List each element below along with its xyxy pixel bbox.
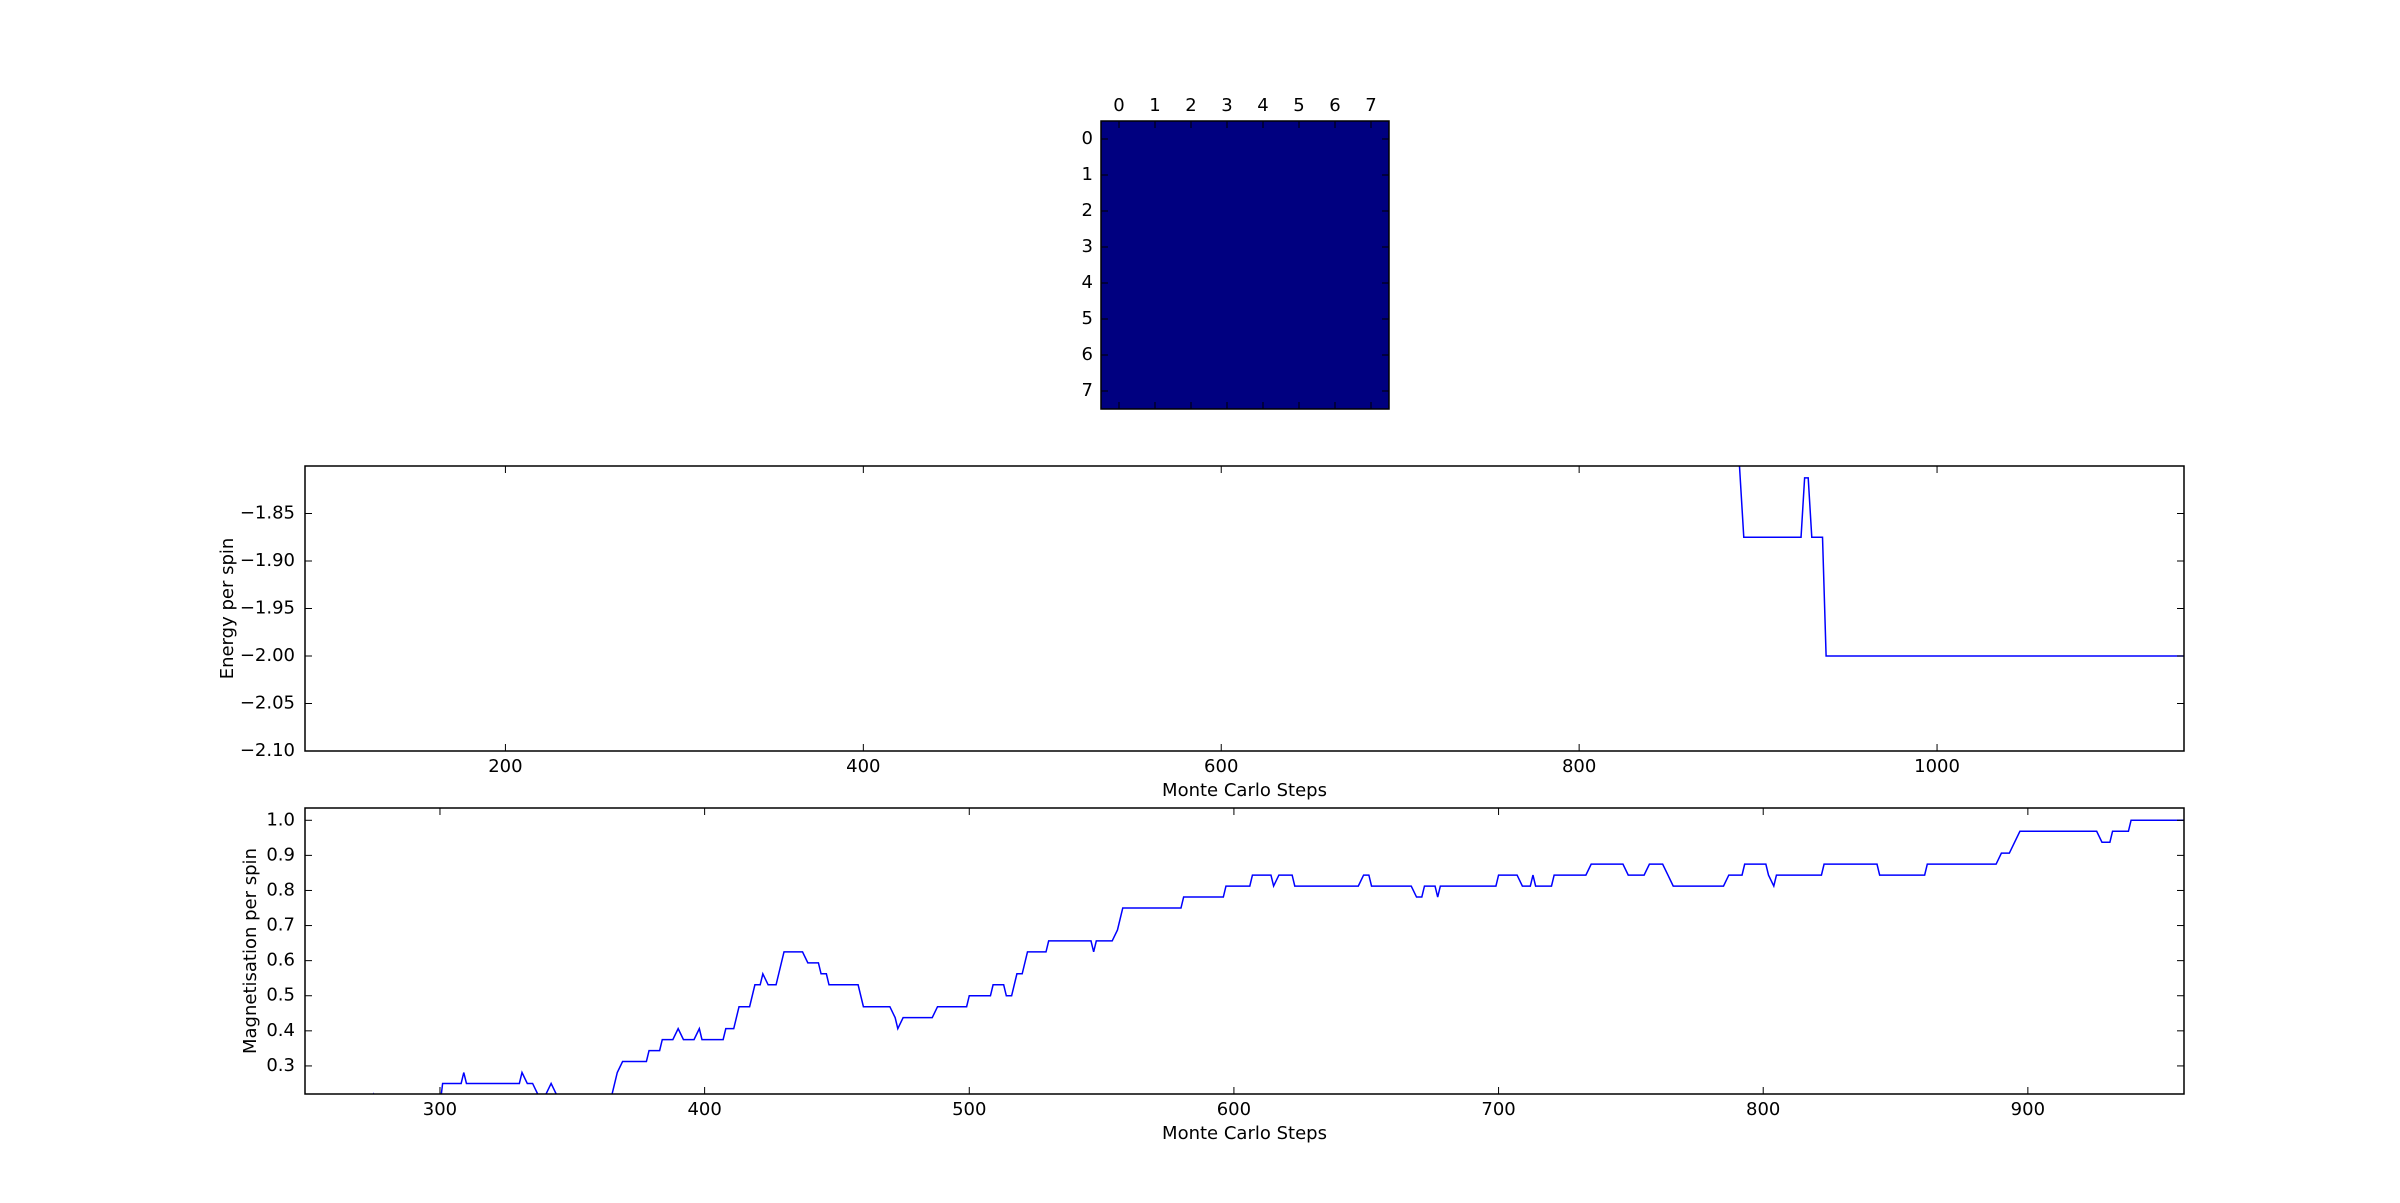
x-axis-label: Monte Carlo Steps <box>1162 780 1327 801</box>
heatmap-cell <box>1281 265 1318 302</box>
y-tick-label: 1 <box>1082 164 1093 185</box>
heatmap-cell <box>1281 337 1318 374</box>
heatmap-cell <box>1209 265 1246 302</box>
x-tick-label: 500 <box>952 1099 986 1120</box>
heatmap-cell <box>1137 337 1174 374</box>
x-tick-label: 700 <box>1481 1099 1515 1120</box>
heatmap-cell <box>1137 301 1174 338</box>
y-axis-label: Energy per spin <box>217 538 238 680</box>
heatmap-cell <box>1317 229 1354 266</box>
x-tick-label: 5 <box>1293 95 1304 116</box>
heatmap-cell <box>1173 193 1210 230</box>
y-tick-label: 0.7 <box>266 915 295 936</box>
heatmap-cell <box>1173 337 1210 374</box>
heatmap-cell <box>1281 157 1318 194</box>
x-tick-label: 2 <box>1185 95 1196 116</box>
y-axis-label: Magnetisation per spin <box>240 848 261 1054</box>
y-tick-label: 0.9 <box>266 844 295 865</box>
y-tick-label: −1.95 <box>240 598 295 619</box>
x-tick-label: 600 <box>1217 1099 1251 1120</box>
x-tick-label: 0 <box>1113 95 1124 116</box>
plot-frame <box>304 465 2185 752</box>
heatmap-cell <box>1317 193 1354 230</box>
y-tick-label: 0.8 <box>266 879 295 900</box>
y-tick-label: 4 <box>1082 272 1093 293</box>
heatmap-cell <box>1281 229 1318 266</box>
x-axis-label: Monte Carlo Steps <box>1162 1123 1327 1144</box>
y-tick-label: 0.5 <box>266 985 295 1006</box>
data-line <box>373 819 2184 1094</box>
heatmap-cell <box>1173 157 1210 194</box>
x-tick-label: 1 <box>1149 95 1160 116</box>
x-tick-label: 200 <box>488 756 522 777</box>
x-tick-label: 300 <box>423 1099 457 1120</box>
heatmap-cell <box>1245 229 1282 266</box>
y-tick-label: 5 <box>1082 308 1093 329</box>
y-tick-label: 0 <box>1082 128 1093 149</box>
y-tick-label: −2.05 <box>240 693 295 714</box>
heatmap-cell <box>1281 193 1318 230</box>
heatmap-cell <box>1245 157 1282 194</box>
y-tick-label: 0.4 <box>266 1020 295 1041</box>
x-tick-label: 900 <box>2011 1099 2045 1120</box>
y-tick-label: −2.00 <box>240 645 295 666</box>
heatmap-cell <box>1173 229 1210 266</box>
x-tick-label: 800 <box>1746 1099 1780 1120</box>
heatmap-cell <box>1317 157 1354 194</box>
heatmap-cell <box>1209 229 1246 266</box>
y-tick-label: −2.10 <box>240 740 295 761</box>
heatmap-cell <box>1281 301 1318 338</box>
y-tick-label: 6 <box>1082 344 1093 365</box>
heatmap-cell <box>1317 301 1354 338</box>
y-tick-label: 0.6 <box>266 950 295 971</box>
x-tick-label: 600 <box>1204 756 1238 777</box>
x-tick-label: 4 <box>1257 95 1268 116</box>
heatmap-cell <box>1173 301 1210 338</box>
x-tick-label: 3 <box>1221 95 1232 116</box>
y-tick-label: −1.90 <box>240 550 295 571</box>
x-tick-label: 6 <box>1329 95 1340 116</box>
x-tick-label: 7 <box>1365 95 1376 116</box>
plot-frame <box>304 807 2185 1095</box>
y-tick-label: 0.3 <box>266 1055 295 1076</box>
heatmap-cell <box>1245 265 1282 302</box>
data-line <box>1738 466 2184 657</box>
y-tick-label: −1.85 <box>240 503 295 524</box>
heatmap-cell <box>1137 229 1174 266</box>
y-tick-label: 2 <box>1082 200 1093 221</box>
y-tick-label: 3 <box>1082 236 1093 257</box>
heatmap-cell <box>1137 265 1174 302</box>
heatmap-cell <box>1173 265 1210 302</box>
x-tick-label: 1000 <box>1914 756 1960 777</box>
heatmap-cell <box>1209 337 1246 374</box>
heatmap-cell <box>1137 193 1174 230</box>
heatmap-cell <box>1137 157 1174 194</box>
plot-frame <box>1100 120 1390 410</box>
heatmap-cell <box>1209 301 1246 338</box>
x-tick-label: 800 <box>1562 756 1596 777</box>
heatmap-cell <box>1317 265 1354 302</box>
heatmap-cell <box>1209 193 1246 230</box>
heatmap-cell <box>1245 193 1282 230</box>
y-tick-label: 1.0 <box>266 809 295 830</box>
x-tick-label: 400 <box>846 756 880 777</box>
heatmap-cell <box>1317 337 1354 374</box>
heatmap-cell <box>1209 157 1246 194</box>
heatmap-cell <box>1245 301 1282 338</box>
x-tick-label: 400 <box>687 1099 721 1120</box>
y-tick-label: 7 <box>1082 380 1093 401</box>
heatmap-cell <box>1245 337 1282 374</box>
